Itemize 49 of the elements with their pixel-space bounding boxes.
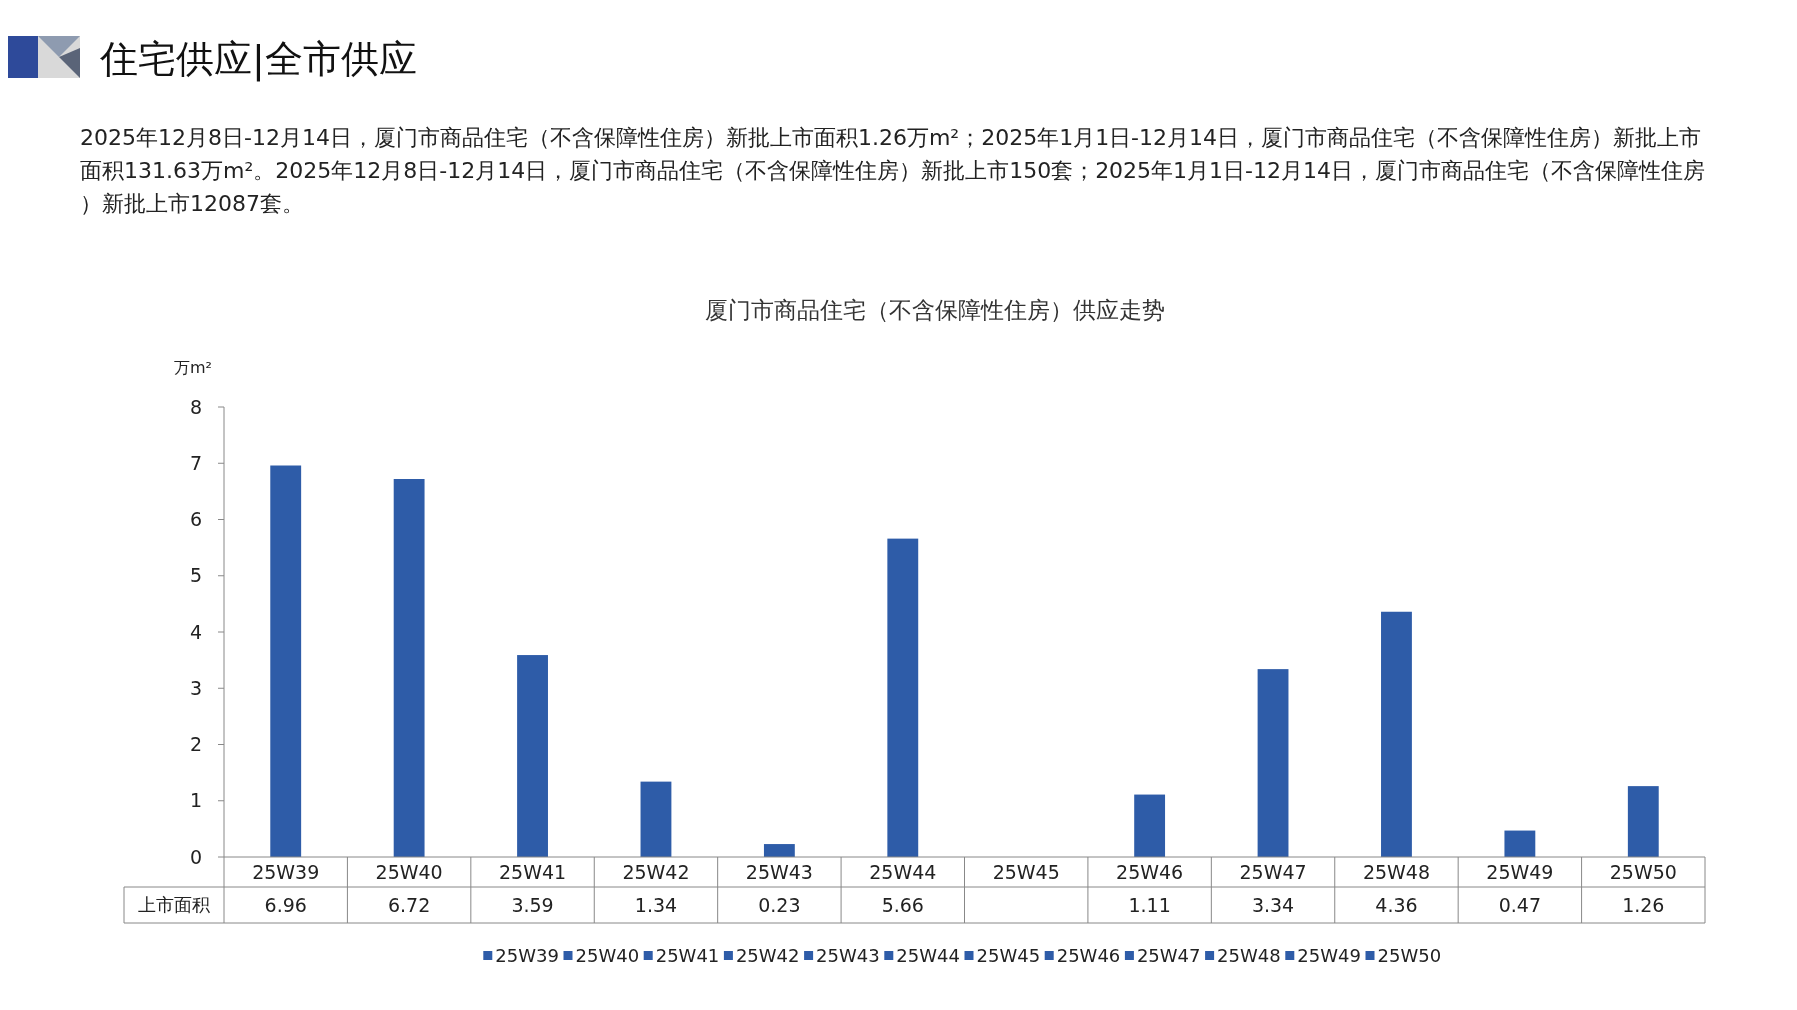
category-label: 25W39: [495, 945, 559, 967]
data-label: 1.26: [1622, 893, 1665, 916]
data-label: 0.23: [758, 893, 801, 916]
y-tick-label: 2: [189, 733, 202, 756]
y-axis-title: 万m²: [174, 358, 212, 377]
text: 上市面积: [138, 894, 210, 916]
data-label: 6.96: [264, 893, 307, 916]
y-tick-label: 0: [189, 845, 202, 868]
y-tick-label: 6: [189, 508, 202, 531]
text: 2025年12月8日-12月14日，厦门市商品住宅（不含保障性住房）新批上市面积1.26万m²；2025年1月1日-12月14日，厦门市商品住宅（不含保障性住房）新批上市面积131.63万m²。2025年12月8日-12月14日，厦门市商品住宅（不含保障性住房）新批上市150套；2025年1月1日-12月14日，厦门市商品住宅（不含保障性住房）新批上市12087套。: [80, 125, 1706, 216]
category-label: 25W43: [816, 945, 880, 967]
category-label: 25W48: [1217, 945, 1281, 967]
x-tick-label: 25W40: [375, 860, 443, 883]
category-label: 25W46: [1056, 945, 1121, 967]
category-label: 25W40: [575, 945, 640, 967]
y-tick-label: 7: [189, 451, 202, 474]
category-label: 25W42: [735, 945, 800, 967]
data-label: 3.59: [511, 893, 554, 916]
category-label: 25W41: [655, 945, 720, 967]
category-label: 25W50: [1377, 945, 1442, 967]
chart-title: 厦门市商品住宅（不含保障性住房）供应走势: [704, 297, 1165, 323]
y-tick-label: 1: [189, 789, 202, 812]
y-tick-label: 4: [189, 620, 202, 643]
x-tick-label: 25W48: [1362, 860, 1431, 883]
x-tick-label: 25W42: [622, 860, 690, 883]
x-tick-label: 25W41: [498, 860, 567, 883]
data-label: 1.34: [634, 893, 678, 916]
y-tick-label: 8: [189, 395, 202, 418]
data-label: 4.36: [1375, 893, 1418, 916]
data-label: 0.47: [1498, 893, 1542, 916]
x-tick-label: 25W44: [869, 860, 937, 883]
category-label: 25W44: [896, 945, 960, 967]
x-tick-label: 25W39: [252, 860, 320, 883]
x-tick-label: 25W45: [992, 860, 1060, 883]
x-tick-label: 25W46: [1116, 860, 1184, 883]
data-label: 5.66: [881, 893, 924, 916]
x-tick-label: 25W50: [1609, 860, 1677, 883]
data-label: 1.11: [1128, 893, 1171, 916]
x-tick-label: 25W43: [745, 860, 813, 883]
x-tick-label: 25W47: [1239, 860, 1307, 883]
data-label: 6.72: [387, 893, 431, 916]
category-label: 25W45: [976, 945, 1041, 967]
x-tick-label: 25W49: [1486, 860, 1554, 883]
y-tick-label: 5: [189, 564, 202, 587]
y-tick-label: 3: [189, 676, 202, 699]
category-label: 25W49: [1297, 945, 1361, 967]
category-label: 25W47: [1136, 945, 1201, 967]
data-label: 3.34: [1251, 893, 1295, 916]
text: 住宅供应|全市供应: [99, 37, 417, 82]
